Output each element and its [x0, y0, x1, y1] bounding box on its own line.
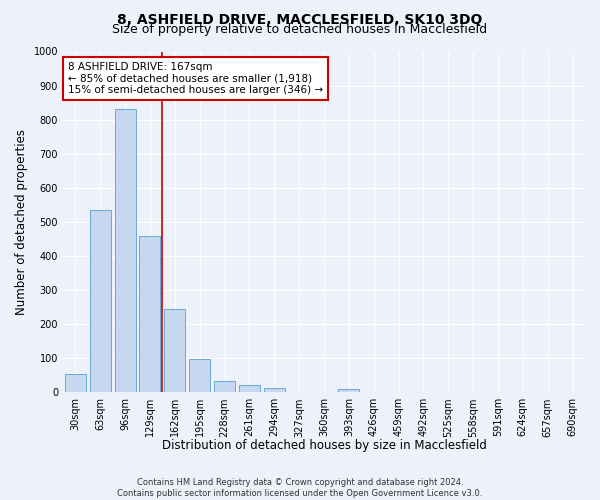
- Bar: [89, 210, 111, 392]
- Text: 8 ASHFIELD DRIVE: 167sqm
← 85% of detached houses are smaller (1,918)
15% of sem: 8 ASHFIELD DRIVE: 167sqm ← 85% of detach…: [68, 62, 323, 95]
- Bar: [338, 389, 359, 392]
- Text: Contains HM Land Registry data © Crown copyright and database right 2024.
Contai: Contains HM Land Registry data © Crown c…: [118, 478, 482, 498]
- Bar: [189, 360, 210, 392]
- Bar: [263, 388, 285, 392]
- Bar: [164, 309, 185, 392]
- Bar: [239, 385, 260, 392]
- Text: 8, ASHFIELD DRIVE, MACCLESFIELD, SK10 3DQ: 8, ASHFIELD DRIVE, MACCLESFIELD, SK10 3D…: [118, 12, 482, 26]
- Bar: [65, 374, 86, 392]
- Bar: [115, 110, 136, 393]
- Bar: [214, 381, 235, 392]
- X-axis label: Distribution of detached houses by size in Macclesfield: Distribution of detached houses by size …: [161, 440, 487, 452]
- Bar: [139, 236, 160, 392]
- Text: Size of property relative to detached houses in Macclesfield: Size of property relative to detached ho…: [112, 22, 488, 36]
- Y-axis label: Number of detached properties: Number of detached properties: [15, 129, 28, 315]
